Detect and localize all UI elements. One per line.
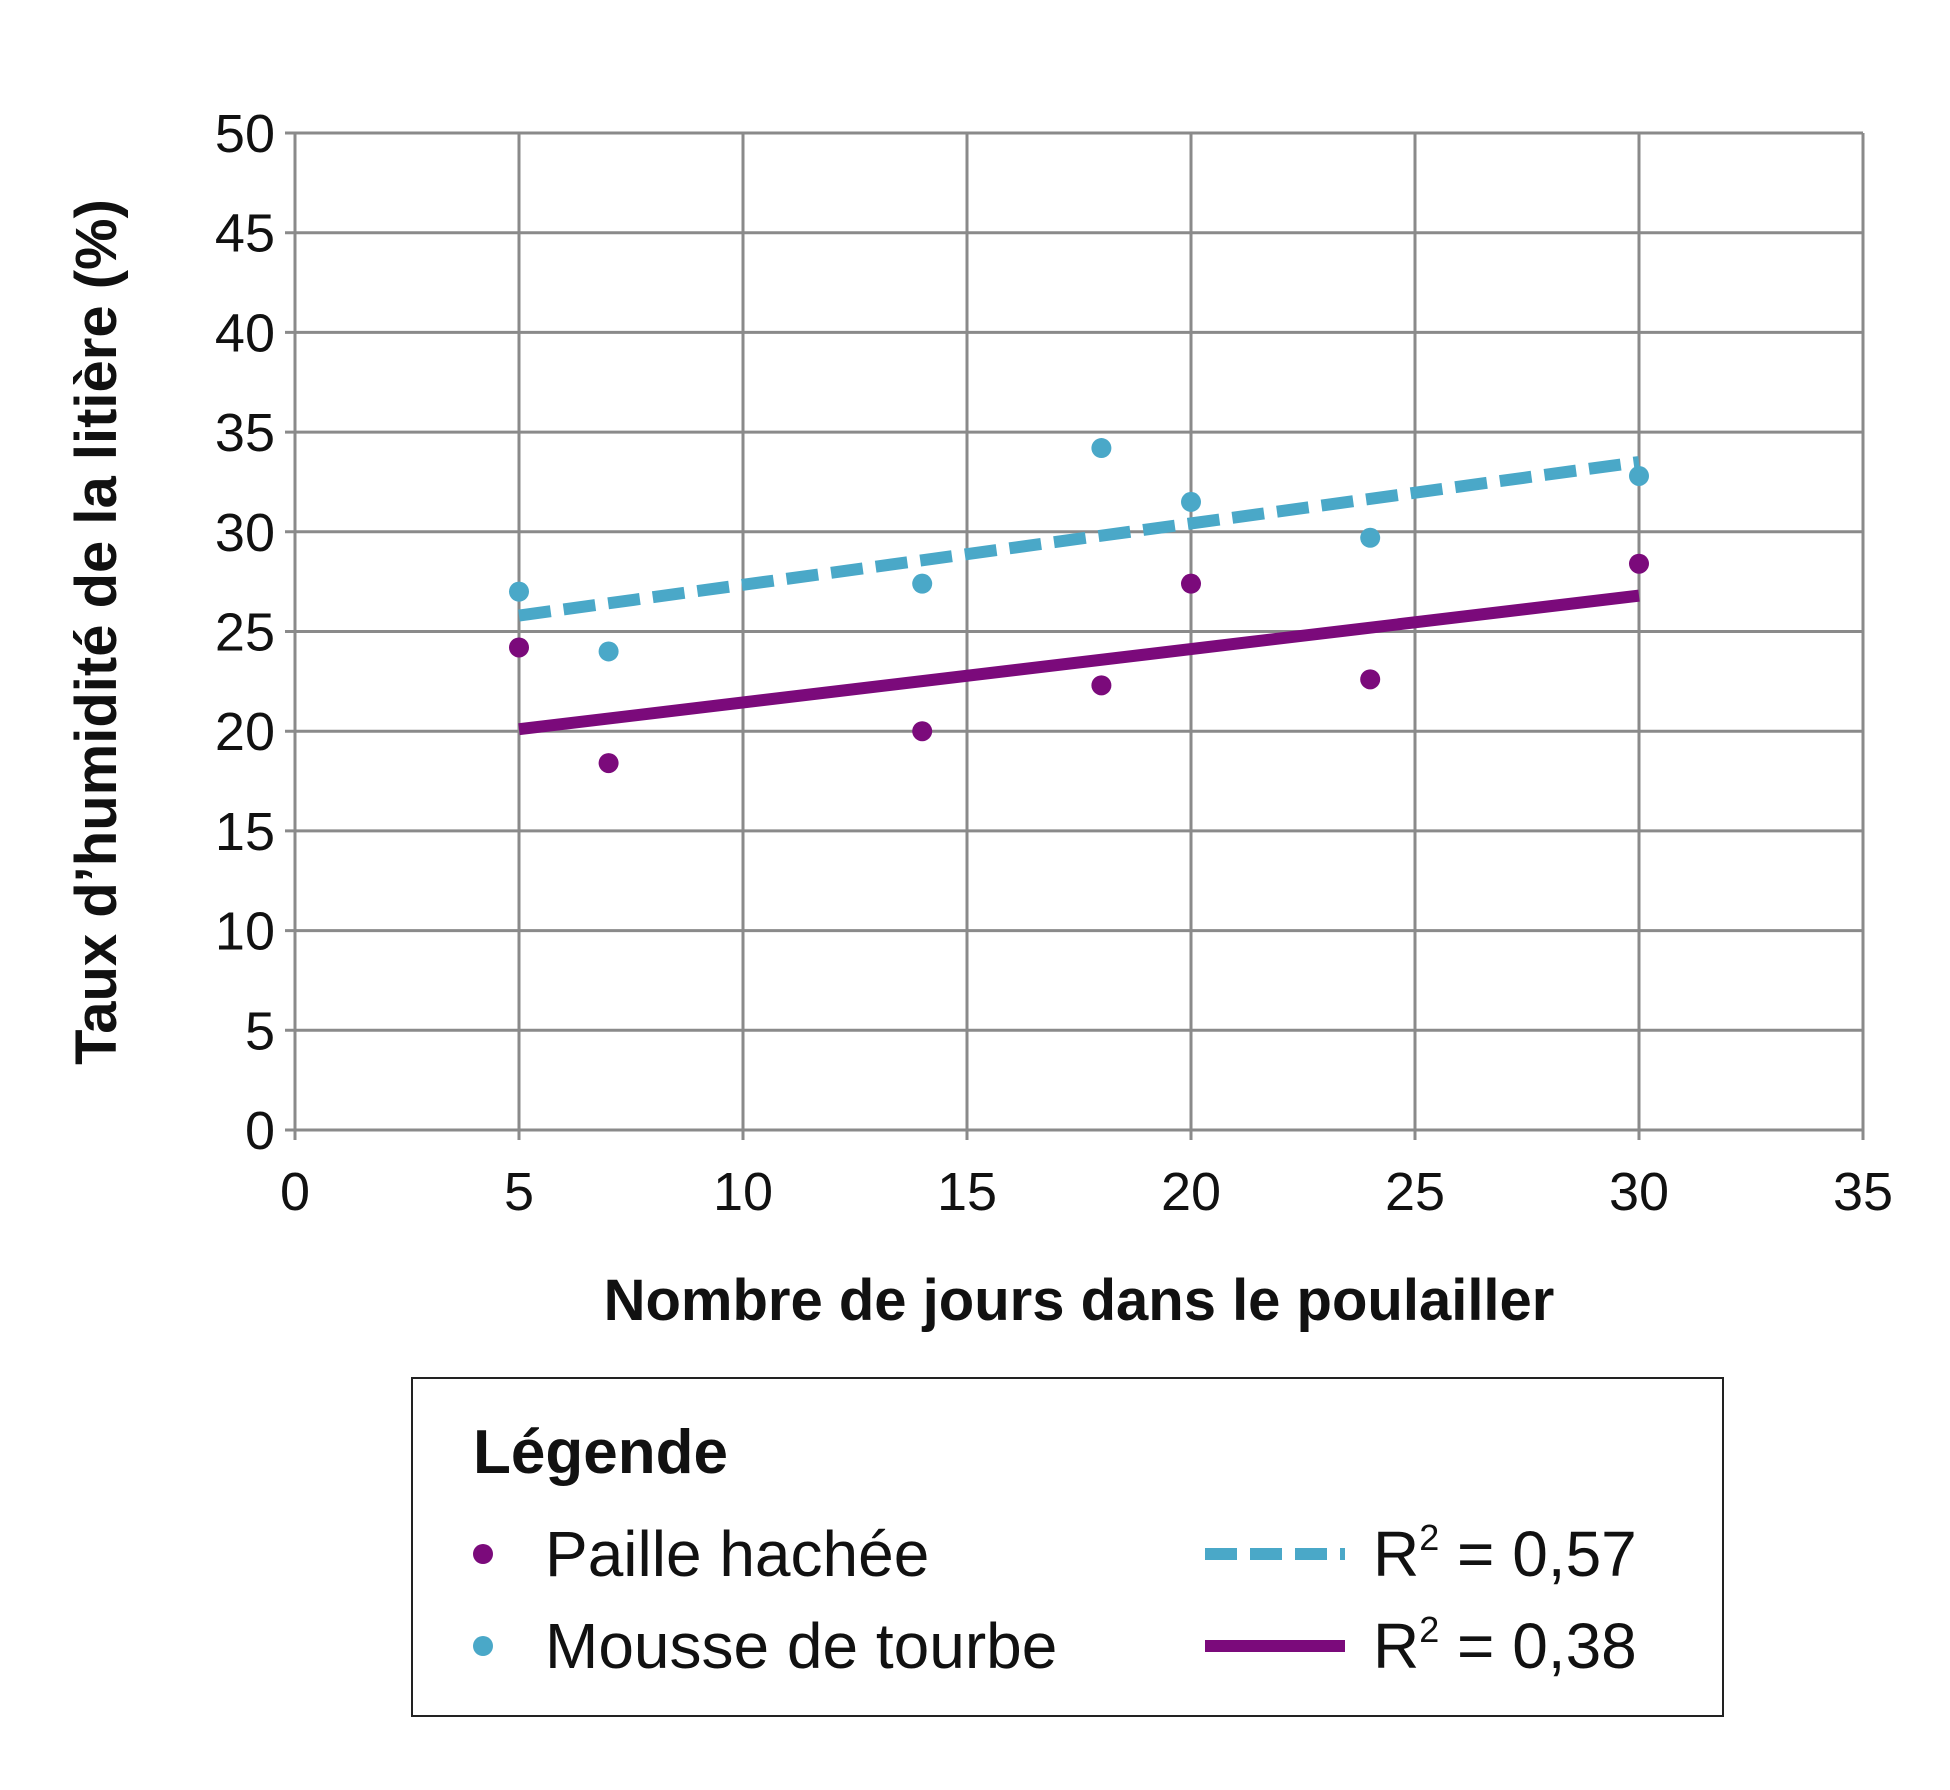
data-point xyxy=(1360,669,1381,690)
x-tick-label: 30 xyxy=(1609,1162,1669,1222)
y-tick-label: 45 xyxy=(215,204,275,264)
y-tick-label: 30 xyxy=(215,503,275,563)
legend-item-peat-trend: R2 = 0,57 xyxy=(1205,1517,1637,1590)
legend-title: Légende xyxy=(473,1418,728,1487)
y-tick-label: 10 xyxy=(215,902,275,962)
straw-marker-icon xyxy=(473,1544,493,1564)
y-tick-label: 15 xyxy=(215,802,275,862)
data-point xyxy=(912,721,933,742)
data-point xyxy=(598,641,619,662)
solid-line-icon xyxy=(1205,1640,1345,1652)
data-point xyxy=(1091,438,1112,459)
y-tick-label: 50 xyxy=(215,104,275,164)
legend-box: Légende Paille hachée Mousse de tourbe R… xyxy=(411,1377,1724,1717)
legend-label-peat: Mousse de tourbe xyxy=(545,1610,1058,1682)
y-tick-label: 0 xyxy=(245,1101,275,1161)
x-axis-title: Nombre de jours dans le poulailler xyxy=(604,1268,1555,1333)
data-point xyxy=(1181,573,1201,594)
legend-item-straw-trend: R2 = 0,38 xyxy=(1205,1609,1637,1682)
data-point xyxy=(912,573,933,594)
y-tick-label: 20 xyxy=(215,702,275,762)
data-point xyxy=(1629,465,1649,486)
y-axis-ticks: 0 5 10 15 20 25 30 35 40 45 50 xyxy=(215,104,275,1161)
data-point xyxy=(509,637,529,658)
data-point xyxy=(1360,527,1381,548)
scatter-chart: 0 5 10 15 20 25 30 35 0 5 10 15 20 25 30 35 40 45 50 Nomb… xyxy=(64,104,1893,1333)
trendline xyxy=(518,456,1640,622)
x-axis-ticks: 0 5 10 15 20 25 30 35 xyxy=(280,1162,1893,1222)
data-point xyxy=(1091,675,1112,696)
x-tick-label: 15 xyxy=(937,1162,997,1222)
legend-item-straw: Paille hachée xyxy=(473,1518,930,1590)
x-tick-label: 5 xyxy=(504,1162,534,1222)
data-point xyxy=(1181,491,1201,512)
y-axis-title: Taux d’humidité de la litière (%) xyxy=(64,199,129,1065)
legend-item-peat: Mousse de tourbe xyxy=(473,1610,1058,1682)
y-tick-label: 25 xyxy=(215,603,275,663)
y-tick-label: 35 xyxy=(215,403,275,463)
x-tick-label: 20 xyxy=(1161,1162,1221,1222)
data-point xyxy=(598,753,619,774)
dashed-line-icon xyxy=(1205,1548,1345,1560)
data-points xyxy=(509,438,1649,774)
legend-r2-peat: R2 = 0,57 xyxy=(1373,1517,1637,1590)
x-tick-label: 25 xyxy=(1385,1162,1445,1222)
legend-r2-straw: R2 = 0,38 xyxy=(1373,1609,1637,1682)
chart-grid xyxy=(285,131,1865,1140)
data-point xyxy=(509,581,529,602)
trendline xyxy=(518,589,1640,736)
y-tick-label: 40 xyxy=(215,303,275,363)
data-point xyxy=(1629,553,1649,574)
y-tick-label: 5 xyxy=(245,1001,275,1061)
trendlines xyxy=(518,456,1640,736)
peat-marker-icon xyxy=(473,1636,493,1656)
legend-label-straw: Paille hachée xyxy=(545,1518,930,1590)
x-tick-label: 35 xyxy=(1833,1162,1893,1222)
x-tick-label: 10 xyxy=(713,1162,773,1222)
x-tick-label: 0 xyxy=(280,1162,310,1222)
